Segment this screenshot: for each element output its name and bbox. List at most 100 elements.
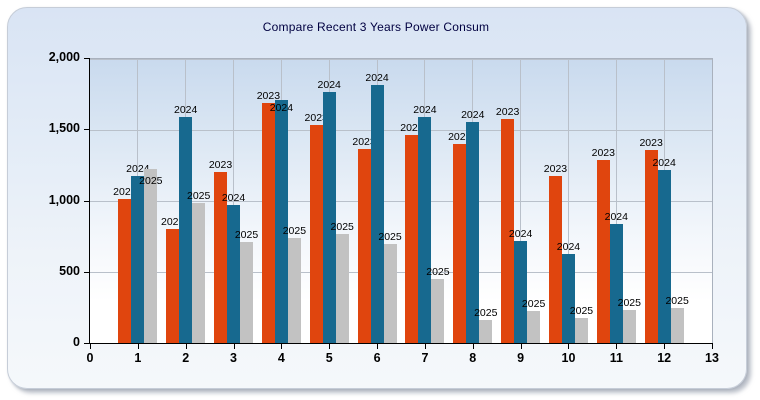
x-tick-13 — [712, 344, 713, 349]
bar-2023-month-6[interactable] — [357, 149, 371, 344]
bar-2023-month-1[interactable] — [118, 199, 132, 344]
bar-label-2025-month-1: 2025 — [139, 175, 163, 187]
bar-label-2023-month-3: 2023 — [208, 159, 233, 171]
bar-2025-month-7[interactable] — [431, 279, 445, 344]
bar-2024-month-7[interactable] — [418, 117, 432, 344]
x-tick-label-9: 9 — [517, 351, 525, 365]
bar-2025-month-1[interactable] — [144, 169, 158, 344]
y-tick-1500 — [84, 129, 90, 131]
bar-2024-month-12[interactable] — [657, 170, 671, 344]
x-tick-0 — [90, 344, 91, 349]
x-tick-4 — [281, 344, 283, 349]
bar-2023-month-3[interactable] — [214, 172, 228, 344]
bar-2024-month-3[interactable] — [227, 205, 241, 344]
bar-label-2023-month-12: 2023 — [639, 137, 663, 149]
gridline-v-10 — [567, 59, 569, 344]
bar-2023-month-4[interactable] — [261, 103, 275, 344]
bar-label-2025-month-2: 2025 — [187, 190, 211, 202]
x-tick-label-4: 4 — [277, 351, 285, 365]
bar-label-2025-month-6: 2025 — [378, 231, 402, 243]
bar-2024-month-6[interactable] — [370, 85, 384, 344]
bar-label-2025-month-8: 2025 — [474, 307, 498, 319]
x-tick-12 — [664, 344, 666, 349]
bar-label-2024-month-1: 2024 — [126, 163, 150, 175]
bar-2025-month-3[interactable] — [240, 242, 254, 344]
x-tick-2 — [185, 344, 187, 349]
bar-label-2025-month-4: 2025 — [282, 225, 307, 237]
x-tick-label-12: 12 — [657, 351, 672, 365]
gridline-v-9 — [520, 59, 522, 344]
bar-label-2023-month-10: 2023 — [543, 163, 568, 175]
x-tick-6 — [377, 344, 379, 349]
x-tick-label-13: 13 — [705, 351, 719, 365]
x-tick-label-10: 10 — [561, 351, 576, 365]
bar-label-2024-month-7: 2024 — [413, 104, 437, 116]
bar-2024-month-4[interactable] — [274, 100, 288, 344]
bar-label-2025-month-10: 2025 — [569, 305, 594, 317]
bar-2024-month-10[interactable] — [561, 254, 575, 344]
x-tick-label-3: 3 — [230, 351, 237, 365]
gridline-h-1500 — [90, 129, 712, 131]
y-tick-2000 — [84, 58, 90, 59]
bar-label-2024-month-5: 2024 — [317, 79, 341, 91]
bar-label-2024-month-6: 2024 — [365, 72, 389, 84]
y-tick-label-500: 500 — [59, 263, 80, 278]
bar-label-2024-month-4: 2024 — [269, 102, 294, 114]
bar-2025-month-8[interactable] — [479, 320, 493, 344]
bar-label-2024-month-12: 2024 — [652, 157, 676, 169]
bar-label-2024-month-10: 2024 — [556, 241, 581, 253]
bar-2024-month-11[interactable] — [609, 224, 623, 344]
x-tick-3 — [233, 344, 235, 349]
bar-2024-month-1[interactable] — [131, 176, 145, 344]
bar-2024-month-5[interactable] — [322, 92, 336, 344]
bar-label-2023-month-11: 2023 — [591, 147, 615, 159]
bar-label-2023-month-6: 2023 — [352, 136, 376, 148]
bar-2024-month-8[interactable] — [466, 122, 480, 344]
y-tick-label-2000: 2,000 — [48, 50, 80, 64]
bar-2023-month-5[interactable] — [309, 125, 323, 344]
bar-label-2025-month-7: 2025 — [426, 266, 450, 278]
bar-2024-month-9[interactable] — [514, 241, 528, 344]
bar-label-2024-month-8: 2024 — [461, 109, 485, 121]
x-tick-10 — [568, 344, 570, 349]
plot-area: 2023 2024 2025 2023 2024 2025 2023 2024 2025 2023… — [90, 58, 713, 344]
x-tick-label-6: 6 — [373, 351, 381, 365]
x-tick-7 — [424, 344, 426, 349]
bar-label-2025-month-9: 2025 — [521, 298, 546, 310]
bar-2023-month-10[interactable] — [548, 176, 562, 344]
bar-2025-month-2[interactable] — [192, 203, 206, 344]
bar-2025-month-12[interactable] — [670, 308, 684, 344]
bar-label-2023-month-5: 2023 — [304, 112, 328, 124]
x-tick-label-8: 8 — [469, 351, 477, 365]
bar-2023-month-9[interactable] — [501, 119, 515, 344]
y-tick-0 — [84, 343, 90, 344]
bar-2023-month-2[interactable] — [166, 229, 180, 344]
gridline-h-2000 — [90, 58, 712, 60]
x-tick-label-7: 7 — [421, 351, 429, 365]
bar-2025-month-9[interactable] — [527, 311, 541, 344]
bar-label-2023-month-7: 2023 — [400, 122, 424, 134]
bar-2025-month-6[interactable] — [383, 244, 397, 344]
bar-2023-month-8[interactable] — [453, 144, 467, 344]
bar-2025-month-5[interactable] — [335, 234, 349, 344]
chart-title: Compare Recent 3 Years Power Consum — [262, 20, 490, 34]
x-axis-line — [90, 343, 713, 344]
x-tick-label-2: 2 — [182, 351, 190, 365]
bar-2023-month-12[interactable] — [644, 150, 658, 344]
x-tick-label-1: 1 — [134, 351, 142, 365]
bar-label-2025-month-11: 2025 — [617, 297, 641, 309]
y-tick-label-0: 0 — [73, 335, 80, 349]
x-tick-8 — [472, 344, 474, 349]
bar-2025-month-4[interactable] — [287, 238, 301, 344]
y-tick-500 — [84, 271, 90, 273]
bar-2023-month-7[interactable] — [405, 135, 419, 344]
bar-2024-month-2[interactable] — [179, 117, 193, 344]
bar-label-2025-month-3: 2025 — [234, 229, 259, 241]
bar-2023-month-11[interactable] — [596, 160, 610, 344]
x-tick-5 — [329, 344, 331, 349]
bar-2025-month-10[interactable] — [574, 318, 588, 344]
bar-label-2023-month-4: 2023 — [256, 90, 281, 102]
bar-2025-month-11[interactable] — [622, 310, 636, 344]
x-tick-label-0: 0 — [86, 351, 94, 365]
